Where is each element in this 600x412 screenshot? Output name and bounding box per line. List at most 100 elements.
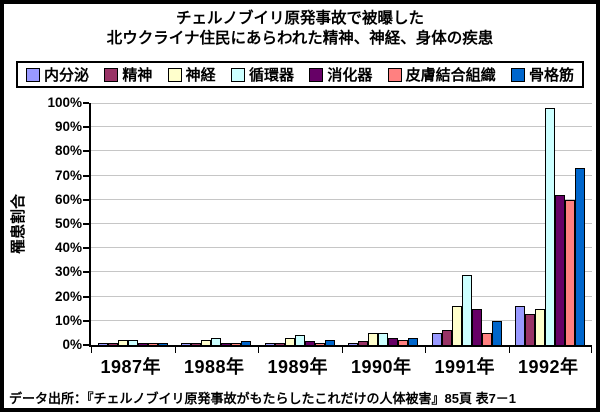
legend-item-精神: 精神 [104, 64, 152, 85]
legend-swatch-icon [230, 67, 245, 82]
bar-消化器-1990年 [388, 338, 399, 345]
x-tick-mark [258, 347, 259, 353]
bar-皮膚結合組織-1988年 [231, 343, 242, 345]
y-tick-mark [83, 223, 89, 225]
bar-消化器-1989年 [304, 341, 315, 345]
legend-item-神経: 神経 [167, 64, 216, 85]
bar-精神-1992年 [525, 314, 536, 345]
bar-循環器-1987年 [127, 340, 138, 345]
gridline [91, 296, 592, 297]
y-tick-mark [83, 296, 89, 298]
plot-area [89, 103, 593, 353]
bar-精神-1987年 [107, 343, 118, 345]
bar-循環器-1988年 [211, 338, 222, 345]
y-tick-label: 70% [54, 168, 82, 183]
bar-神経-1990年 [368, 333, 379, 345]
bar-内分泌-1991年 [431, 333, 442, 345]
bar-精神-1990年 [358, 341, 369, 345]
bar-group-1989年 [258, 103, 342, 345]
x-tick-mark [591, 347, 592, 353]
bar-骨格筋-1989年 [324, 340, 335, 345]
bar-内分泌-1992年 [515, 306, 526, 345]
bar-循環器-1992年 [545, 108, 556, 345]
legend-label: 消化器 [327, 67, 373, 84]
y-tick-mark [83, 344, 89, 346]
gridline [91, 223, 592, 224]
y-tick-mark [83, 247, 89, 249]
bar-神経-1989年 [284, 338, 295, 345]
x-axis-label-1991年: 1991年 [434, 357, 496, 377]
x-axis-label-1992年: 1992年 [517, 357, 579, 377]
x-axis-label-1990年: 1990年 [350, 357, 412, 377]
gridline [91, 103, 592, 104]
y-tick-label: 80% [54, 143, 82, 158]
y-tick-mark [83, 175, 89, 177]
legend-label: 骨格筋 [528, 67, 574, 84]
y-tick-mark [83, 271, 89, 273]
y-tick-mark [83, 199, 89, 201]
y-tick-label: 100% [47, 95, 82, 110]
bar-神経-1988年 [201, 340, 212, 345]
y-tick-mark [83, 320, 89, 322]
legend-label: 皮膚結合組織 [405, 67, 496, 84]
y-tick-label: 20% [54, 289, 82, 304]
bar-group-1991年 [425, 103, 509, 345]
legend-swatch-icon [309, 67, 324, 82]
gridline [91, 150, 592, 151]
gridline [91, 199, 592, 200]
legend-item-皮膚結合組織: 皮膚結合組織 [387, 64, 496, 85]
bar-皮膚結合組織-1987年 [147, 343, 158, 345]
y-tick-mark [83, 102, 89, 104]
y-tick-label: 40% [54, 240, 82, 255]
legend-swatch-icon [104, 67, 119, 82]
bar-神経-1992年 [535, 309, 546, 345]
bar-精神-1991年 [441, 330, 452, 345]
bar-骨格筋-1991年 [491, 321, 502, 345]
bar-消化器-1987年 [137, 343, 148, 345]
bar-循環器-1991年 [461, 275, 472, 345]
bar-骨格筋-1987年 [157, 343, 168, 345]
legend-swatch-icon [167, 67, 182, 82]
bar-group-1987年 [91, 103, 175, 345]
legend: 内分泌 精神 神経 循環器 消化器 皮膚結合組織 骨格筋 [16, 61, 584, 88]
bar-消化器-1992年 [555, 195, 566, 345]
x-tick-mark [175, 347, 176, 353]
bar-皮膚結合組織-1990年 [398, 340, 409, 345]
chart-area: 罹患割合 0% 10% 20% 30% 40% 50% 60% 70% 80% 90% 100% [4, 95, 596, 353]
bar-内分泌-1988年 [181, 343, 192, 345]
bar-内分泌-1990年 [348, 343, 359, 345]
y-tick-mark [83, 150, 89, 152]
bar-神経-1987年 [117, 340, 128, 345]
x-axis-label-1987年: 1987年 [100, 357, 162, 377]
legend-swatch-icon [387, 67, 402, 82]
x-axis-label-1988年: 1988年 [183, 357, 245, 377]
bar-内分泌-1989年 [264, 343, 275, 345]
legend-item-骨格筋: 骨格筋 [510, 64, 574, 85]
y-tick-label: 30% [54, 264, 82, 279]
x-tick-mark [91, 347, 92, 353]
bar-循環器-1990年 [378, 333, 389, 345]
y-tick-label: 0% [62, 337, 82, 352]
gridline [91, 175, 592, 176]
gridline [91, 126, 592, 127]
legend-label: 精神 [122, 67, 153, 84]
bar-循環器-1989年 [294, 335, 305, 345]
bar-group-1990年 [342, 103, 426, 345]
bar-精神-1989年 [274, 343, 285, 345]
gridline [91, 320, 592, 321]
bar-消化器-1988年 [221, 343, 232, 345]
bar-内分泌-1987年 [97, 343, 108, 345]
legend-swatch-icon [26, 67, 40, 82]
x-axis-label-1989年: 1989年 [267, 357, 329, 377]
x-axis-labels: 1987年 1988年 1989年 1990年 1991年 1992年 [89, 353, 590, 379]
y-tick-label: 50% [54, 216, 82, 231]
y-tick-mark [83, 126, 89, 128]
data-source: データ出所：『チェルノブイリ原発事故がもたらしたこれだけの人体被害』85頁 表7… [9, 391, 517, 406]
legend-item-消化器: 消化器 [309, 64, 372, 85]
bar-group-1992年 [509, 103, 593, 345]
x-tick-mark [342, 347, 343, 353]
chart-title: チェルノブイリ原発事故で被曝した 北ウクライナ住民にあらわれた精神、神経、身体の… [4, 9, 596, 49]
legend-item-循環器: 循環器 [230, 64, 294, 85]
legend-swatch-icon [510, 67, 525, 82]
